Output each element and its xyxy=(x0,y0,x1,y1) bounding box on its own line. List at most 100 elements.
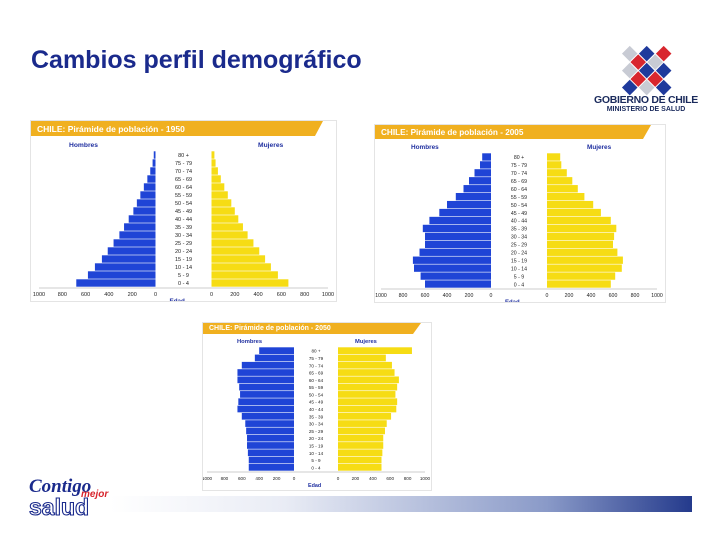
bar-women-20-24 xyxy=(211,247,260,255)
age-label-5-9: 5 - 9 xyxy=(514,274,524,280)
age-label-15-19: 15 - 19 xyxy=(175,257,192,263)
bar-men-0-4 xyxy=(425,280,491,288)
tick-left-1000: 1000 xyxy=(33,292,45,298)
bar-women-15-19 xyxy=(338,442,384,449)
age-label-15-19: 15 - 19 xyxy=(309,444,324,449)
tick-right-600: 600 xyxy=(277,292,286,298)
bar-men-60-64 xyxy=(463,185,491,193)
chart-title-banner xyxy=(375,125,651,139)
age-label-25-29: 25 - 29 xyxy=(175,241,192,247)
bar-women-55-59 xyxy=(338,383,398,391)
bar-men-45-49 xyxy=(439,208,491,217)
age-label-45-49: 45 - 49 xyxy=(175,209,192,215)
bar-men-70-74 xyxy=(150,167,156,175)
bar-women-70-74 xyxy=(338,361,392,369)
chart-panel-2050: CHILE: Pirámide de población - 2050 Hombr… xyxy=(203,323,431,490)
tick-right-1000: 1000 xyxy=(420,476,431,481)
bar-men-40-44 xyxy=(429,216,491,225)
bar-women-75-79 xyxy=(338,354,386,362)
tick-right-0: 0 xyxy=(337,476,340,481)
age-label-70-74: 70 - 74 xyxy=(175,169,192,175)
age-label-35-39: 35 - 39 xyxy=(309,414,324,419)
bar-women-50-54 xyxy=(211,199,232,207)
age-label-30-34: 30 - 34 xyxy=(175,233,192,239)
age-label-75-79: 75 - 79 xyxy=(309,356,324,361)
contigo-mejor-salud-logo: Contigo mejor salud xyxy=(28,476,109,520)
bar-men-5-9 xyxy=(87,271,156,279)
age-label-65-69: 65 - 69 xyxy=(309,371,324,376)
x-axis-label: Edad xyxy=(505,300,520,302)
chart-title-banner xyxy=(203,323,421,334)
bar-men-15-19 xyxy=(412,256,491,264)
age-label-55-59: 55 - 59 xyxy=(511,195,527,201)
age-label-50-54: 50 - 54 xyxy=(511,203,527,209)
bar-men-25-29 xyxy=(246,427,294,435)
bar-men-25-29 xyxy=(113,239,156,247)
bar-men-40-44 xyxy=(128,215,156,223)
bar-women-25-29 xyxy=(211,239,254,247)
age-label-10-14: 10 - 14 xyxy=(175,265,192,271)
bar-men-55-59 xyxy=(140,191,156,199)
bar-women-5-9 xyxy=(547,272,616,280)
bar-men-20-24 xyxy=(419,248,491,256)
chart-panel-2005: CHILE: Pirámide de población - 2005 Hombr… xyxy=(375,125,665,302)
bar-women-50-54 xyxy=(338,391,396,398)
bar-men-35-39 xyxy=(422,224,491,233)
women-label: Mujeres xyxy=(587,144,612,151)
age-label-45-49: 45 - 49 xyxy=(309,400,324,405)
tick-left-200: 200 xyxy=(128,292,137,298)
age-label-75-79: 75 - 79 xyxy=(511,163,527,169)
bar-women-0-4 xyxy=(338,464,382,471)
bar-women-0-4 xyxy=(547,280,611,288)
age-label-35-39: 35 - 39 xyxy=(511,227,527,233)
bar-men-50-54 xyxy=(447,200,491,209)
tick-left-1000: 1000 xyxy=(375,293,387,299)
bar-women-55-59 xyxy=(211,191,228,199)
bar-women-10-14 xyxy=(547,264,622,272)
bar-women-20-24 xyxy=(547,248,618,256)
brand-contigo: Contigo xyxy=(29,476,91,497)
bar-men-10-14 xyxy=(414,264,491,272)
bar-men-45-49 xyxy=(238,398,294,406)
bar-men-35-39 xyxy=(124,223,156,231)
tick-right-400: 400 xyxy=(587,293,596,299)
bar-men-75-79 xyxy=(152,159,156,167)
bar-men-75-79 xyxy=(480,161,491,169)
tick-left-600: 600 xyxy=(81,292,90,298)
age-label-30-34: 30 - 34 xyxy=(511,235,527,241)
bar-men-60-64 xyxy=(143,183,156,191)
age-label-40-44: 40 - 44 xyxy=(511,219,527,225)
bar-women-35-39 xyxy=(211,223,243,231)
pyramid-chart-2050: CHILE: Pirámide de población - 2050 Hombr… xyxy=(203,323,431,489)
chart-title: CHILE: Pirámide de población - 2050 xyxy=(209,325,331,332)
age-label-50-54: 50 - 54 xyxy=(175,201,192,207)
bar-men-75-79 xyxy=(254,354,294,362)
bar-men-0-4 xyxy=(76,279,156,287)
bar-women-15-19 xyxy=(547,256,623,264)
bar-men-10-14 xyxy=(247,449,294,457)
tick-left-200: 200 xyxy=(465,293,474,299)
bar-men-60-64 xyxy=(237,376,294,384)
tick-left-400: 400 xyxy=(104,292,113,298)
gobierno-de-chile-text: GOBIERNO DE CHILE xyxy=(594,94,698,106)
age-label-60-64: 60 - 64 xyxy=(511,187,527,193)
age-label-55-59: 55 - 59 xyxy=(175,193,192,199)
men-label: Hombres xyxy=(411,144,439,151)
tick-right-200: 200 xyxy=(230,292,239,298)
age-label-20-24: 20 - 24 xyxy=(309,436,324,441)
bar-men-30-34 xyxy=(245,420,294,427)
bar-men-35-39 xyxy=(241,412,294,420)
age-label-10-14: 10 - 14 xyxy=(511,266,527,272)
bar-women-45-49 xyxy=(547,208,601,217)
age-label-80+: 80 + xyxy=(311,349,320,354)
age-label-0-4: 0 - 4 xyxy=(178,281,189,287)
bar-women-60-64 xyxy=(211,183,225,191)
bar-women-55-59 xyxy=(547,193,585,201)
women-label: Mujeres xyxy=(355,339,377,345)
bar-women-20-24 xyxy=(338,434,384,442)
bar-women-10-14 xyxy=(211,263,271,271)
age-label-60-64: 60 - 64 xyxy=(309,378,324,383)
age-label-10-14: 10 - 14 xyxy=(309,451,324,456)
bar-men-70-74 xyxy=(474,169,491,177)
age-label-50-54: 50 - 54 xyxy=(309,392,324,397)
